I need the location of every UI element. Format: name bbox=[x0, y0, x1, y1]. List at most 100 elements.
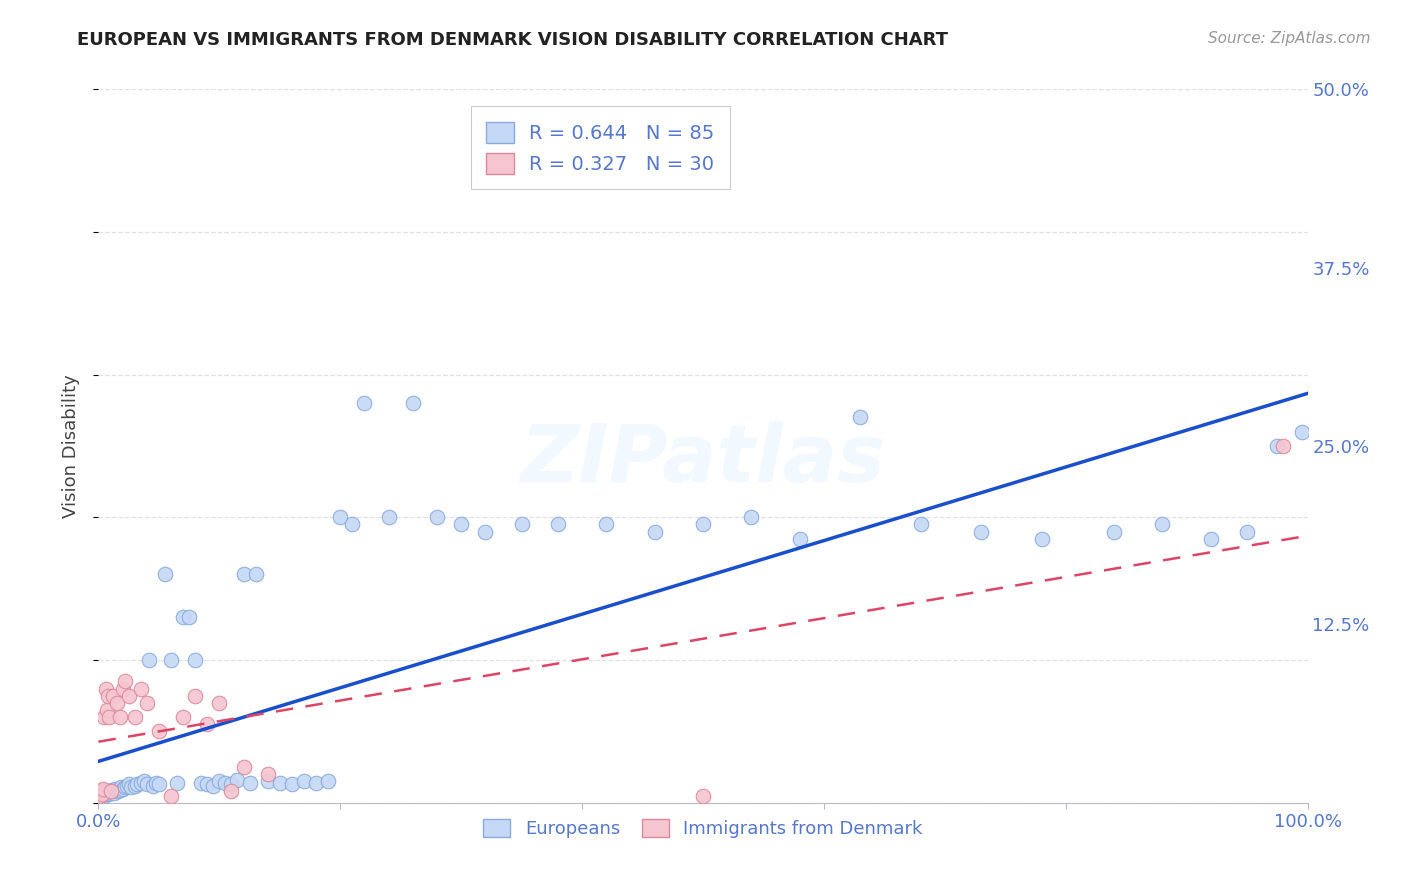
Point bbox=[89, 789, 111, 803]
Point bbox=[135, 696, 157, 710]
Point bbox=[91, 787, 114, 801]
Point bbox=[96, 786, 118, 800]
Point bbox=[1102, 524, 1125, 539]
Text: EUROPEAN VS IMMIGRANTS FROM DENMARK VISION DISABILITY CORRELATION CHART: EUROPEAN VS IMMIGRANTS FROM DENMARK VISI… bbox=[77, 31, 948, 49]
Point bbox=[221, 784, 243, 798]
Point bbox=[148, 724, 170, 739]
Point bbox=[100, 783, 122, 797]
Point bbox=[90, 786, 112, 800]
Point bbox=[202, 779, 225, 793]
Point bbox=[226, 772, 249, 787]
Point bbox=[129, 681, 152, 696]
Text: Source: ZipAtlas.com: Source: ZipAtlas.com bbox=[1208, 31, 1371, 46]
Point bbox=[108, 710, 131, 724]
Point bbox=[184, 653, 207, 667]
Point bbox=[208, 774, 231, 789]
Point bbox=[108, 783, 131, 797]
Point bbox=[214, 776, 236, 790]
Point bbox=[94, 681, 117, 696]
Point bbox=[547, 517, 569, 532]
Point bbox=[98, 784, 121, 798]
Point bbox=[97, 689, 120, 703]
Point bbox=[129, 776, 152, 790]
Point bbox=[426, 510, 449, 524]
Point bbox=[96, 703, 118, 717]
Point bbox=[232, 567, 254, 582]
Point bbox=[105, 783, 128, 797]
Point bbox=[166, 776, 188, 790]
Point bbox=[353, 396, 375, 410]
Point bbox=[142, 779, 165, 793]
Point bbox=[103, 786, 125, 800]
Point bbox=[90, 784, 112, 798]
Point bbox=[1236, 524, 1258, 539]
Point bbox=[93, 789, 115, 803]
Point bbox=[184, 689, 207, 703]
Point bbox=[789, 532, 811, 546]
Point bbox=[474, 524, 496, 539]
Point bbox=[89, 789, 111, 803]
Point bbox=[692, 789, 714, 803]
Point bbox=[208, 696, 231, 710]
Point bbox=[145, 776, 167, 790]
Point bbox=[1291, 425, 1313, 439]
Point bbox=[849, 410, 872, 425]
Point bbox=[111, 781, 134, 796]
Point bbox=[402, 396, 425, 410]
Point bbox=[256, 774, 278, 789]
Point bbox=[98, 710, 121, 724]
Point bbox=[292, 774, 315, 789]
Text: ZIPatlas: ZIPatlas bbox=[520, 421, 886, 500]
Point bbox=[692, 517, 714, 532]
Point bbox=[114, 674, 136, 689]
Point bbox=[1267, 439, 1289, 453]
Point bbox=[110, 780, 132, 794]
Point bbox=[124, 779, 146, 793]
Point bbox=[160, 789, 183, 803]
Point bbox=[124, 710, 146, 724]
Point bbox=[740, 510, 762, 524]
Point bbox=[91, 789, 114, 803]
Point bbox=[101, 689, 124, 703]
Point bbox=[93, 786, 115, 800]
Point bbox=[377, 510, 399, 524]
Point bbox=[179, 610, 201, 624]
Point bbox=[281, 777, 304, 791]
Point bbox=[118, 777, 141, 791]
Point bbox=[101, 784, 124, 798]
Point bbox=[94, 784, 117, 798]
Point bbox=[105, 696, 128, 710]
Point bbox=[644, 524, 666, 539]
Point bbox=[91, 781, 114, 796]
Point bbox=[117, 779, 139, 793]
Point bbox=[91, 784, 114, 798]
Point bbox=[269, 776, 291, 790]
Point bbox=[91, 783, 114, 797]
Point bbox=[120, 780, 142, 794]
Point bbox=[160, 653, 183, 667]
Point bbox=[1152, 517, 1174, 532]
Point bbox=[148, 777, 170, 791]
Point bbox=[910, 517, 932, 532]
Legend: Europeans, Immigrants from Denmark: Europeans, Immigrants from Denmark bbox=[474, 810, 932, 847]
Point bbox=[1272, 439, 1295, 453]
Point bbox=[93, 710, 115, 724]
Point bbox=[111, 681, 134, 696]
Point bbox=[595, 517, 617, 532]
Point bbox=[172, 610, 194, 624]
Point bbox=[100, 784, 122, 798]
Point bbox=[510, 517, 533, 532]
Point bbox=[153, 567, 176, 582]
Point bbox=[1199, 532, 1222, 546]
Point bbox=[135, 777, 157, 791]
Point bbox=[1031, 532, 1053, 546]
Point bbox=[329, 510, 352, 524]
Point bbox=[134, 774, 156, 789]
Point bbox=[221, 777, 243, 791]
Point bbox=[90, 790, 112, 805]
Point bbox=[239, 776, 262, 790]
Y-axis label: Vision Disability: Vision Disability bbox=[62, 374, 80, 518]
Point bbox=[118, 689, 141, 703]
Point bbox=[100, 786, 122, 800]
Point bbox=[342, 517, 364, 532]
